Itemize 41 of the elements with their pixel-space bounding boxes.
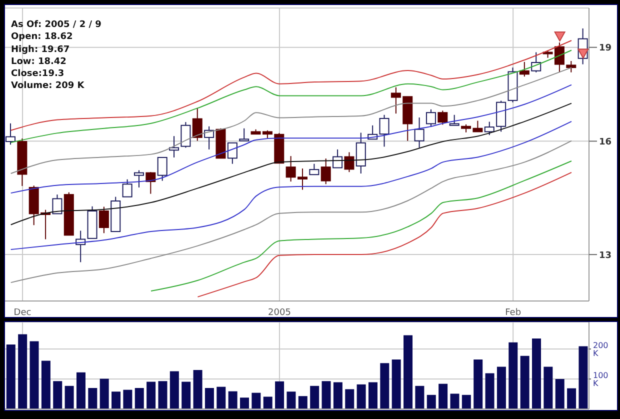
x-tick-label: Dec [14, 308, 32, 318]
candlestick [192, 108, 202, 142]
y-tick-label: 13 [599, 250, 612, 261]
y-tick-label: 100 K [593, 370, 608, 388]
candlestick [379, 114, 390, 148]
candlestick [134, 170, 144, 188]
y-tick-label: 19 [599, 44, 612, 54]
candlestick [98, 206, 109, 234]
candlestick [332, 148, 343, 168]
candlestick [414, 116, 424, 148]
line-series [150, 160, 572, 292]
annotation: As Of: 2005 / 2 / 9 [11, 19, 102, 32]
candlestick [122, 178, 132, 198]
x-tick-label: 2005 [268, 308, 291, 318]
candlestick [519, 61, 530, 78]
line-series [10, 120, 572, 250]
annotation: Volume: 209 K [11, 80, 86, 93]
candlestick [438, 110, 448, 126]
candlestick [344, 152, 354, 173]
annotation: Open: 18.62 [11, 31, 74, 44]
candlestick [157, 156, 168, 182]
annotation: Low: 18.42 [11, 56, 68, 68]
candlestick [169, 136, 180, 158]
y-tick-label: 200 K [593, 340, 608, 358]
candlestick [531, 52, 542, 73]
candlestick [309, 163, 320, 176]
annotation: Close:19.3 [11, 68, 66, 80]
candlestick [426, 108, 436, 128]
candlestick [227, 142, 238, 164]
candlestick [52, 194, 62, 214]
candlestick [356, 132, 366, 174]
y-tick-label: 16 [599, 137, 612, 148]
line-series [10, 140, 572, 284]
candlestick [239, 128, 250, 142]
line-series [10, 40, 572, 131]
candlestick [180, 122, 191, 148]
line-series [197, 172, 572, 298]
annotation: High: 19.67 [11, 44, 71, 56]
candlestick [449, 114, 460, 126]
x-tick-label: Feb [505, 308, 522, 318]
candlestick [320, 158, 331, 185]
